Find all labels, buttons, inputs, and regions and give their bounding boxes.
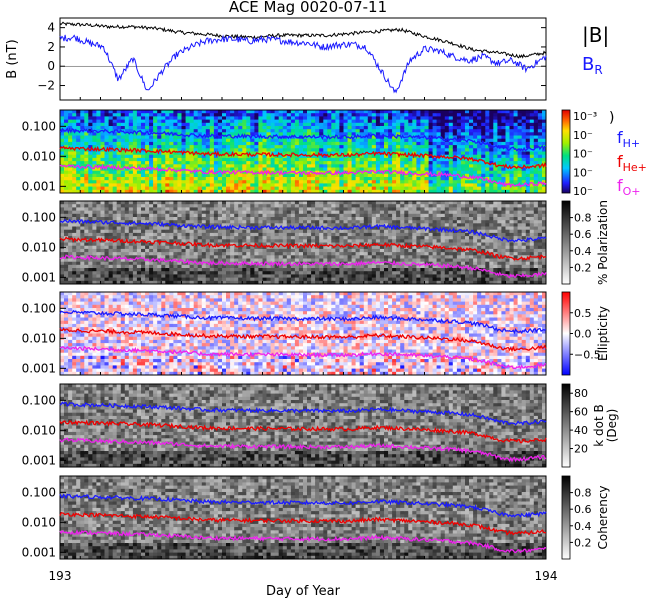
series-line-fhe [59, 145, 547, 170]
series-line-fhe [59, 327, 547, 353]
panel-bfield: −2 0 2 4 B (nT) |B| BR [5, 17, 609, 101]
spectrogram-background [60, 476, 547, 560]
legend-bmag: |B| [582, 23, 609, 47]
series-line-fo [59, 529, 547, 554]
legend-fhe: fHe+ [617, 152, 647, 174]
y-tick-label: 0.010 [22, 331, 56, 345]
y-tick-label: 0.100 [22, 301, 56, 315]
series-line-fhe [59, 419, 547, 444]
colorbar-label: Ellipticity [596, 306, 610, 361]
colorbar-tick-label: 10⁻ [573, 185, 593, 198]
legend-fo: fO+ [617, 176, 641, 198]
y-axis-label: B (nT) [5, 39, 20, 78]
series-line-br [59, 34, 547, 94]
colorbar-tick-label: −0.5 [574, 348, 601, 361]
panel-power: 0.001 0.010 0.100 10⁻³ 10⁻ 10⁻ 10⁻ 10⁻) [22, 109, 614, 198]
y-tick-label: 0.100 [22, 485, 56, 499]
colorbar-tick-label: 0.8 [574, 487, 592, 500]
colorbar-tick-label: 0.8 [574, 212, 592, 225]
colorbar-tick-label: 40 [574, 424, 588, 437]
series-line-fo [59, 437, 547, 463]
series-line-fh [59, 309, 547, 335]
colorbar [561, 109, 571, 194]
colorbar-tick-label: 0.5 [574, 307, 592, 320]
y-tick-label: 0.010 [22, 149, 56, 163]
colorbar [561, 291, 571, 376]
x-tick-label-193: 193 [49, 569, 72, 583]
series-line-fh [59, 493, 547, 519]
y-tick-label: 0.001 [22, 270, 56, 284]
series-line-fhe [59, 511, 547, 536]
colorbar [561, 383, 571, 468]
colorbar-bracket: ) [609, 110, 614, 126]
series-line-fo [59, 254, 547, 279]
chart-title: ACE Mag 0020-07-11 [229, 0, 387, 16]
y-tick-label: 0.001 [22, 179, 56, 193]
y-tick-label: 0.001 [22, 453, 56, 467]
legend-frequencies: fH+ fHe+ fO+ [617, 128, 647, 198]
colorbar-tick-label: 10⁻ [573, 166, 593, 179]
y-tick-label: 0.100 [22, 393, 56, 407]
panel-coherency: 0.001 0.010 0.100 0.2 0.4 0.6 0.8 Coherency [22, 475, 610, 560]
y-tick-label: 0.010 [22, 423, 56, 437]
colorbar-label-units: (Deg) [605, 409, 619, 443]
colorbar-tick-label: 20 [574, 443, 588, 456]
series-line-fh [59, 218, 547, 243]
series-line-fo [59, 163, 547, 189]
y-tick-label: 0.010 [22, 515, 56, 529]
colorbar-tick-label: 0.6 [574, 503, 592, 516]
colorbar-tick-label: 0.4 [574, 520, 592, 533]
colorbar [561, 475, 571, 560]
y-tick-label: 0.010 [22, 240, 56, 254]
x-axis-label: Day of Year [266, 584, 341, 599]
panel-kdotb: 0.001 0.010 0.100 20 40 60 80 k dot B (Deg) [22, 383, 619, 468]
colorbar-label: Coherency [596, 485, 610, 549]
panel-ellipticity: 0.001 0.010 0.100 −0.5 0.0 0.5 Ellipticity [22, 291, 610, 376]
panel-bfield-frame [59, 17, 547, 101]
colorbar-tick-label: 0.2 [574, 261, 592, 274]
colorbar-tick-label: 10⁻ [573, 148, 593, 161]
x-tick-label-194: 194 [535, 569, 558, 583]
series-line-fo [59, 345, 547, 371]
y-tick-label: 0.100 [22, 119, 56, 133]
y-tick-label: 0.001 [22, 545, 56, 559]
y-tick-label: 0.100 [22, 210, 56, 224]
colorbar-label: % Polarization [596, 200, 610, 285]
colorbar-tick-label: 80 [574, 387, 588, 400]
y-tick-label: −2 [37, 79, 55, 93]
legend-br: BR [582, 54, 603, 77]
series-line-bmag [59, 21, 547, 59]
colorbar-tick-label: 10⁻ [573, 129, 593, 142]
y-tick-label: 0 [47, 59, 55, 73]
colorbar-tick-label: 0.0 [574, 328, 592, 341]
colorbar-tick-label: 10⁻³ [573, 110, 597, 123]
y-tick-label: 0.001 [22, 361, 56, 375]
spectrogram-background [60, 201, 547, 285]
spectrogram-background [60, 110, 547, 194]
colorbar-tick-label: 0.4 [574, 245, 592, 258]
colorbar [561, 200, 571, 285]
spectrogram-background [60, 384, 547, 468]
series-line-fhe [59, 236, 547, 261]
colorbar-tick-label: 0.2 [574, 536, 592, 549]
colorbar-tick-label: 60 [574, 406, 588, 419]
panel-polarization: 0.001 0.010 0.100 0.2 0.4 0.6 0.8 % Polarizatio… [22, 200, 610, 285]
colorbar-label: k dot B [592, 404, 606, 446]
series-line-fh [59, 127, 547, 152]
legend-fh: fH+ [617, 128, 640, 150]
spectrogram-background [60, 292, 547, 376]
colorbar-tick-label: 0.6 [574, 228, 592, 241]
series-line-fh [59, 401, 547, 426]
y-tick-label: 4 [47, 21, 55, 35]
y-tick-label: 2 [47, 40, 55, 54]
